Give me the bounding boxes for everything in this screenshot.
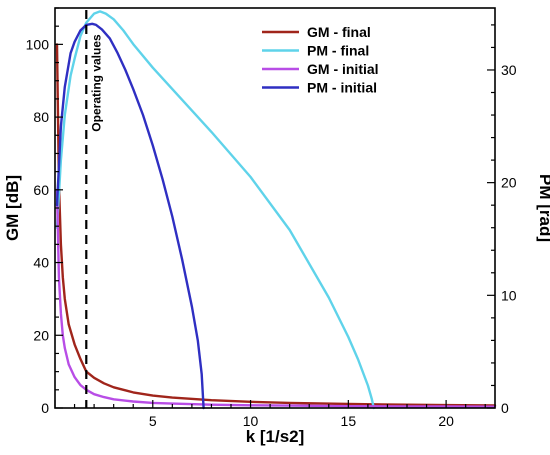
series-line-pm-initial [55, 22, 205, 410]
y-left-tick-label: 0 [41, 400, 49, 416]
y-right-tick-label: 30 [501, 62, 517, 78]
legend-label-pm-initial: PM - initial [307, 80, 377, 96]
x-tick-label: 5 [149, 413, 157, 429]
series-layer [55, 10, 497, 410]
y-right-tick-label: 20 [501, 175, 517, 191]
y-axis-left-title: GM [dB] [3, 175, 22, 241]
series-line-gm-initial [55, 188, 497, 408]
x-tick-label: 15 [341, 413, 357, 429]
legend-label-pm-final: PM - final [307, 43, 369, 59]
y-right-tick-label: 0 [501, 400, 509, 416]
legend-label-gm-final: GM - final [307, 24, 371, 40]
x-tick-label: 10 [243, 413, 259, 429]
series-line-gm-final [55, 43, 497, 407]
y-left-tick-label: 40 [33, 255, 49, 271]
x-tick-label: 20 [438, 413, 454, 429]
legend: GM - final PM - final GM - initial PM - ini… [262, 24, 379, 96]
x-axis-title: k [1/s2] [246, 427, 305, 446]
y-left-tick-label: 80 [33, 109, 49, 125]
y-left-tick-label: 20 [33, 327, 49, 343]
y-left-tick-label: 60 [33, 182, 49, 198]
operating-values-label: Operating values [89, 34, 103, 132]
y-right-tick-label: 10 [501, 287, 517, 303]
ticks-layer: 5 10 15 20 0 20 40 60 80 100 0 10 20 30 [26, 7, 517, 429]
y-left-tick-label: 100 [26, 36, 50, 52]
legend-label-gm-initial: GM - initial [307, 61, 379, 77]
series-line-pm-final [55, 10, 375, 410]
y-axis-right-title: PM [rad] [536, 174, 550, 242]
